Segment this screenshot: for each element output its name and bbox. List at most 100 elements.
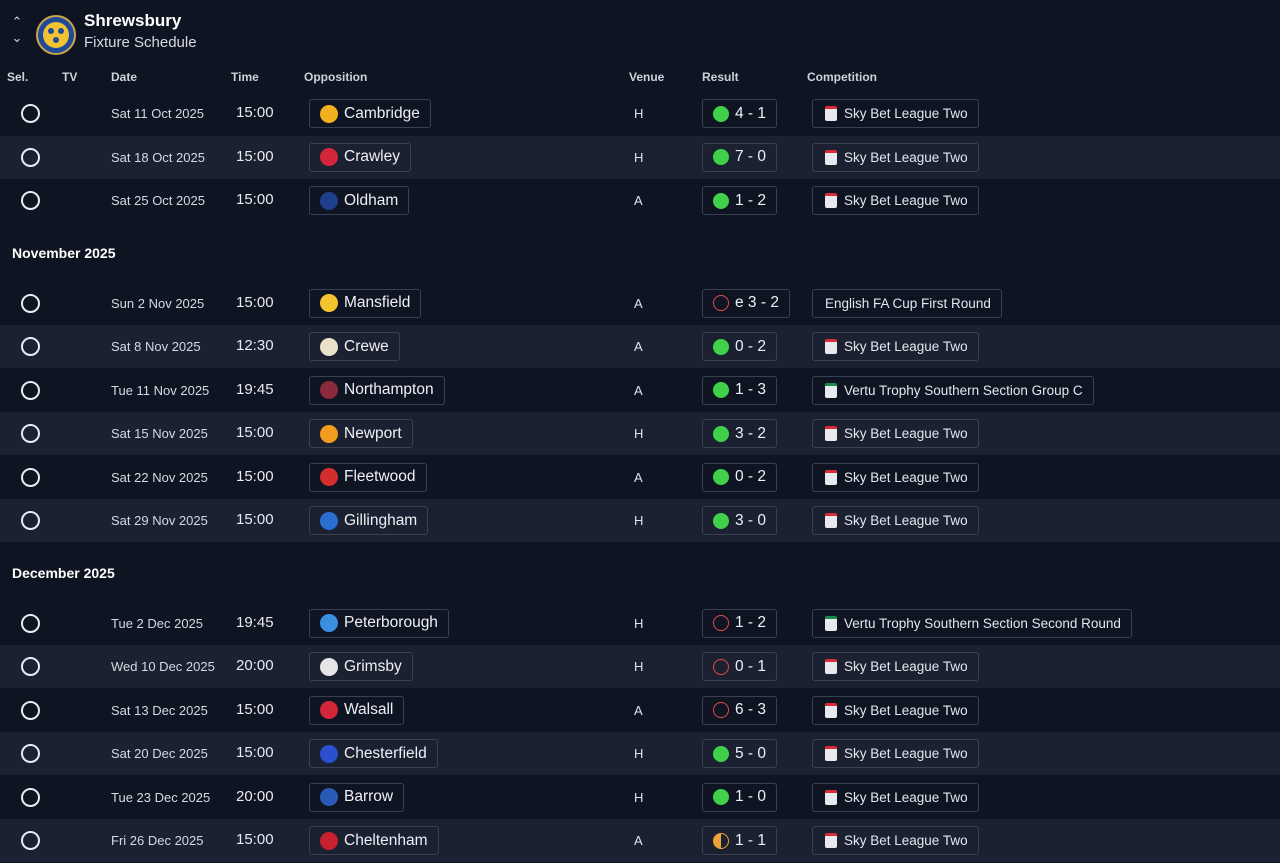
competition-button[interactable]: English FA Cup First Round bbox=[812, 288, 1002, 318]
column-header-date[interactable]: Date bbox=[111, 70, 138, 84]
competition-button[interactable]: Sky Bet League Two bbox=[812, 99, 979, 128]
column-header-result[interactable]: Result bbox=[702, 70, 739, 84]
competition-button[interactable]: Vertu Trophy Southern Section Second Rou… bbox=[812, 608, 1132, 638]
fixture-row[interactable]: Sat 22 Nov 2025 15:00 Fleetwood A 0 - 2 Sky B… bbox=[0, 456, 1280, 499]
column-header-tv[interactable]: TV bbox=[62, 70, 78, 84]
select-radio[interactable] bbox=[21, 657, 40, 676]
competition-button[interactable]: Sky Bet League Two bbox=[812, 419, 979, 448]
opponent-button[interactable]: Fleetwood bbox=[309, 462, 427, 492]
result-button[interactable]: 0 - 1 bbox=[702, 652, 778, 681]
fixture-row[interactable]: Tue 23 Dec 2025 20:00 Barrow H 1 - 0 Sky Bet … bbox=[0, 776, 1280, 819]
result-win-icon bbox=[713, 745, 729, 762]
opponent-button[interactable]: Cambridge bbox=[309, 99, 431, 128]
result-button[interactable]: 1 - 0 bbox=[702, 782, 778, 812]
fixture-row[interactable]: Sat 13 Dec 2025 15:00 Walsall A 6 - 3 Sky Bet… bbox=[0, 689, 1280, 732]
select-radio[interactable] bbox=[21, 293, 40, 313]
column-header-sel[interactable]: Sel. bbox=[7, 70, 29, 84]
result-button[interactable]: 1 - 2 bbox=[702, 608, 778, 638]
column-header-opposition[interactable]: Opposition bbox=[304, 70, 368, 84]
select-radio[interactable] bbox=[21, 104, 40, 123]
competition-button[interactable]: Sky Bet League Two bbox=[812, 826, 979, 855]
select-radio[interactable] bbox=[21, 613, 40, 633]
column-header-venue[interactable]: Venue bbox=[629, 70, 665, 84]
result-button[interactable]: e 3 - 2 bbox=[702, 288, 790, 318]
select-radio[interactable] bbox=[21, 424, 40, 443]
opponent-button[interactable]: Walsall bbox=[309, 695, 405, 725]
result-button[interactable]: 5 - 0 bbox=[702, 739, 778, 768]
competition-button[interactable]: Sky Bet League Two bbox=[812, 739, 979, 768]
fixture-row[interactable]: Sat 29 Nov 2025 15:00 Gillingham H 3 - 0 Sky … bbox=[0, 499, 1280, 542]
competition-button[interactable]: Sky Bet League Two bbox=[812, 186, 979, 215]
competition-name: Sky Bet League Two bbox=[844, 659, 968, 674]
result-button[interactable]: 3 - 2 bbox=[702, 419, 778, 448]
chevron-down-icon[interactable]: ⌄ bbox=[11, 30, 23, 45]
competition-button[interactable]: Sky Bet League Two bbox=[812, 506, 979, 535]
opponent-button[interactable]: Barrow bbox=[309, 782, 405, 812]
fixture-row[interactable]: Sat 15 Nov 2025 15:00 Newport H 3 - 2 Sky Bet… bbox=[0, 412, 1280, 455]
opponent-button[interactable]: Newport bbox=[309, 419, 413, 448]
fixture-row[interactable]: Tue 2 Dec 2025 19:45 Peterborough H 1 - 2 Ver… bbox=[0, 602, 1280, 645]
club-name: Shrewsbury bbox=[84, 11, 182, 30]
competition-button[interactable]: Vertu Trophy Southern Section Group C bbox=[812, 375, 1094, 405]
select-radio[interactable] bbox=[21, 831, 40, 850]
result-score: 1 - 3 bbox=[735, 381, 767, 398]
select-radio[interactable] bbox=[21, 744, 40, 763]
opponent-button[interactable]: Grimsby bbox=[309, 652, 413, 681]
fixture-row[interactable]: Fri 26 Dec 2025 15:00 Cheltenham A 1 - 1 Sky … bbox=[0, 819, 1280, 862]
opponent-button[interactable]: Oldham bbox=[309, 186, 410, 215]
fixture-row[interactable]: Wed 10 Dec 2025 20:00 Grimsby H 0 - 1 Sky Bet… bbox=[0, 645, 1280, 688]
opponent-button[interactable]: Mansfield bbox=[309, 288, 422, 318]
fixture-time: 20:00 bbox=[236, 787, 274, 805]
opponent-button[interactable]: Crawley bbox=[309, 142, 411, 172]
column-header-time[interactable]: Time bbox=[231, 70, 259, 84]
result-win-icon bbox=[713, 338, 729, 355]
fixture-row[interactable]: Sat 20 Dec 2025 15:00 Chesterfield H 5 - 0 Sk… bbox=[0, 732, 1280, 775]
team-crest-icon bbox=[320, 337, 338, 356]
fixture-row[interactable]: Sat 25 Oct 2025 15:00 Oldham A 1 - 2 Sky Bet … bbox=[0, 179, 1280, 222]
competition-name: Sky Bet League Two bbox=[844, 746, 968, 761]
result-button[interactable]: 1 - 3 bbox=[702, 375, 778, 405]
select-radio[interactable] bbox=[21, 147, 40, 167]
competition-button[interactable]: Sky Bet League Two bbox=[812, 332, 979, 361]
competition-logo-icon bbox=[825, 426, 837, 441]
result-button[interactable]: 6 - 3 bbox=[702, 695, 778, 725]
result-button[interactable]: 1 - 1 bbox=[702, 826, 778, 855]
opponent-button[interactable]: Crewe bbox=[309, 332, 400, 361]
opponent-button[interactable]: Chesterfield bbox=[309, 739, 438, 768]
chevron-up-icon[interactable]: ⌃ bbox=[11, 14, 23, 29]
fixture-row[interactable]: Tue 11 Nov 2025 19:45 Northampton A 1 - 3 Ver… bbox=[0, 369, 1280, 412]
opponent-button[interactable]: Cheltenham bbox=[309, 826, 439, 855]
result-button[interactable]: 0 - 2 bbox=[702, 332, 778, 361]
competition-button[interactable]: Sky Bet League Two bbox=[812, 462, 979, 492]
competition-name: Sky Bet League Two bbox=[844, 833, 968, 848]
column-header-competition[interactable]: Competition bbox=[807, 70, 877, 84]
opponent-button[interactable]: Gillingham bbox=[309, 506, 429, 535]
result-button[interactable]: 4 - 1 bbox=[702, 99, 778, 128]
competition-button[interactable]: Sky Bet League Two bbox=[812, 695, 979, 725]
fixture-row[interactable]: Sat 11 Oct 2025 15:00 Cambridge H 4 - 1 Sky B… bbox=[0, 92, 1280, 135]
opponent-button[interactable]: Northampton bbox=[309, 375, 445, 405]
select-radio[interactable] bbox=[21, 467, 40, 487]
fixture-row[interactable]: Sat 18 Oct 2025 15:00 Crawley H 7 - 0 Sky Bet… bbox=[0, 135, 1280, 179]
select-radio[interactable] bbox=[21, 337, 40, 356]
opponent-button[interactable]: Peterborough bbox=[309, 608, 449, 638]
result-loss-icon bbox=[713, 615, 729, 631]
select-radio[interactable] bbox=[21, 511, 40, 530]
result-button[interactable]: 3 - 0 bbox=[702, 506, 778, 535]
select-radio[interactable] bbox=[21, 380, 40, 400]
select-radio[interactable] bbox=[21, 700, 40, 720]
fixture-time: 15:00 bbox=[236, 831, 274, 848]
select-radio[interactable] bbox=[21, 191, 40, 210]
result-button[interactable]: 7 - 0 bbox=[702, 142, 778, 172]
competition-button[interactable]: Sky Bet League Two bbox=[812, 142, 979, 172]
month-header: November 2025 bbox=[0, 233, 1280, 276]
fixture-row[interactable]: Sat 8 Nov 2025 12:30 Crewe A 0 - 2 Sky Bet Le… bbox=[0, 325, 1280, 368]
result-button[interactable]: 0 - 2 bbox=[702, 462, 778, 492]
month-label: November 2025 bbox=[12, 244, 116, 261]
competition-button[interactable]: Sky Bet League Two bbox=[812, 652, 979, 681]
select-radio[interactable] bbox=[21, 787, 40, 807]
fixture-venue: A bbox=[634, 382, 643, 398]
result-button[interactable]: 1 - 2 bbox=[702, 186, 778, 215]
competition-button[interactable]: Sky Bet League Two bbox=[812, 782, 979, 812]
